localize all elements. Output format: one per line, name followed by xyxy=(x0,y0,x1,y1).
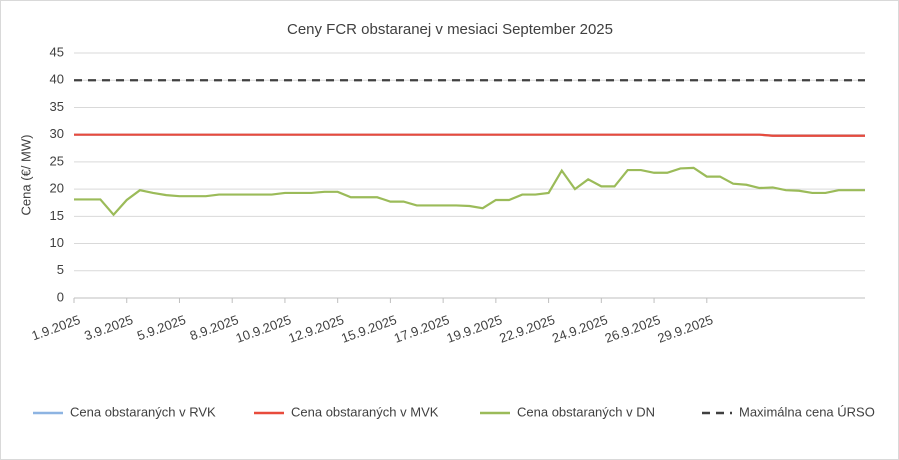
y-tick-label: 35 xyxy=(50,99,64,114)
y-tick-label: 25 xyxy=(50,153,64,168)
y-tick-label: 10 xyxy=(50,235,64,250)
y-tick-label: 30 xyxy=(50,126,64,141)
y-axis-label: Cena (€/ MW) xyxy=(18,135,33,216)
legend-label: Cena obstaraných v DN xyxy=(517,404,655,419)
y-tick-label: 40 xyxy=(50,72,64,87)
y-tick-label: 15 xyxy=(50,208,64,223)
series-line xyxy=(74,166,865,217)
legend-label: Cena obstaraných v RVK xyxy=(70,404,216,419)
y-tick-label: 0 xyxy=(57,289,64,304)
legend-label: Maximálna cena ÚRSO xyxy=(739,404,875,419)
y-tick-label: 5 xyxy=(57,262,64,277)
legend-label: Cena obstaraných v MVK xyxy=(291,404,439,419)
y-tick-label: 20 xyxy=(50,181,64,196)
chart-title: Ceny FCR obstaranej v mesiaci September … xyxy=(287,21,613,38)
series-line xyxy=(74,133,865,137)
y-tick-label: 45 xyxy=(50,44,64,59)
